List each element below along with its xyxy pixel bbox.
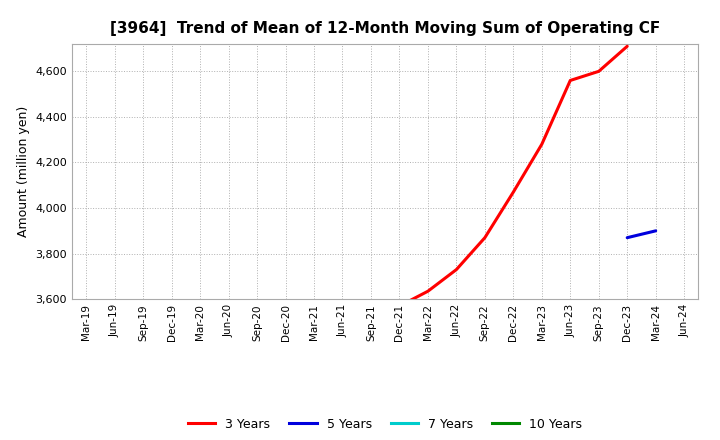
3 Years [509,190,518,195]
Line: 3 Years: 3 Years [400,46,627,306]
3 Years [595,69,603,74]
3 Years [623,44,631,49]
3 Years [452,267,461,272]
3 Years [395,304,404,309]
3 Years [480,235,489,240]
Y-axis label: Amount (million yen): Amount (million yen) [17,106,30,237]
5 Years [623,235,631,240]
5 Years [652,228,660,234]
3 Years [537,142,546,147]
Title: [3964]  Trend of Mean of 12-Month Moving Sum of Operating CF: [3964] Trend of Mean of 12-Month Moving … [110,21,660,36]
3 Years [566,78,575,83]
Line: 5 Years: 5 Years [627,231,656,238]
Legend: 3 Years, 5 Years, 7 Years, 10 Years: 3 Years, 5 Years, 7 Years, 10 Years [183,413,588,436]
3 Years [423,289,432,294]
